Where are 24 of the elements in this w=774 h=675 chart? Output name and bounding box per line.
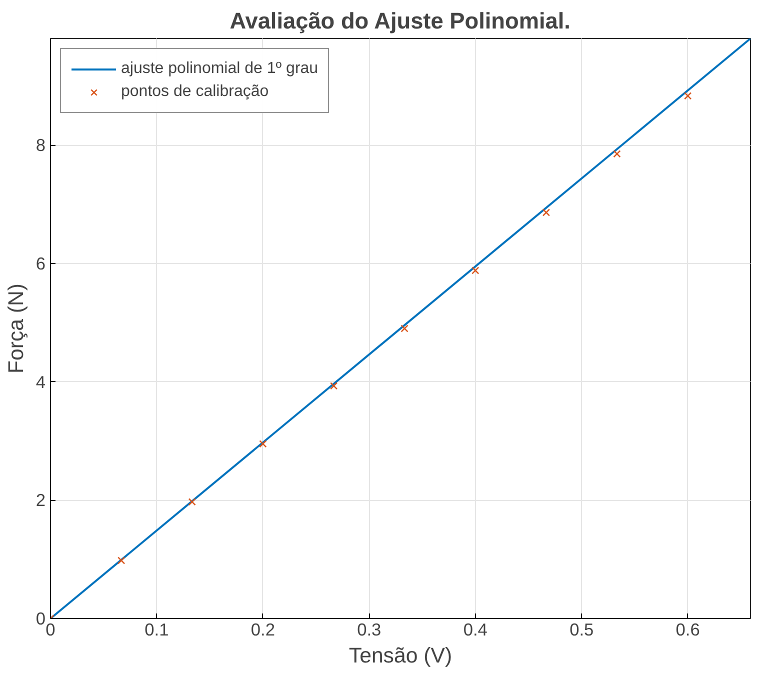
point <box>259 440 267 448</box>
point <box>472 266 480 274</box>
x-tick-label: 0.3 <box>357 620 382 640</box>
point <box>118 556 126 564</box>
point <box>188 498 196 506</box>
y-tick-label: 6 <box>36 253 46 274</box>
x-tick-label: 0.2 <box>250 620 275 640</box>
chart-title: Avaliação do Ajuste Polinomial. <box>230 8 570 34</box>
legend-label: ajuste polinomial de 1º grau <box>121 60 318 78</box>
x-tick-label: 0.1 <box>144 620 169 640</box>
x-axis-title: Tensão (V) <box>348 644 452 668</box>
x-tick-label: 0.5 <box>570 620 594 640</box>
x-tick-label: 0.6 <box>676 620 700 640</box>
y-tick-label: 4 <box>36 372 46 392</box>
y-tick-label: 2 <box>36 490 46 510</box>
point <box>542 208 550 216</box>
point <box>684 92 692 100</box>
y-tick-label: 8 <box>36 135 46 156</box>
y-axis-title: Força (N) <box>4 283 28 374</box>
x-tick-label: 0.4 <box>463 620 488 640</box>
point <box>400 324 408 332</box>
point <box>330 382 338 390</box>
legend-label: pontos de calibração <box>121 83 269 101</box>
point <box>613 150 621 158</box>
